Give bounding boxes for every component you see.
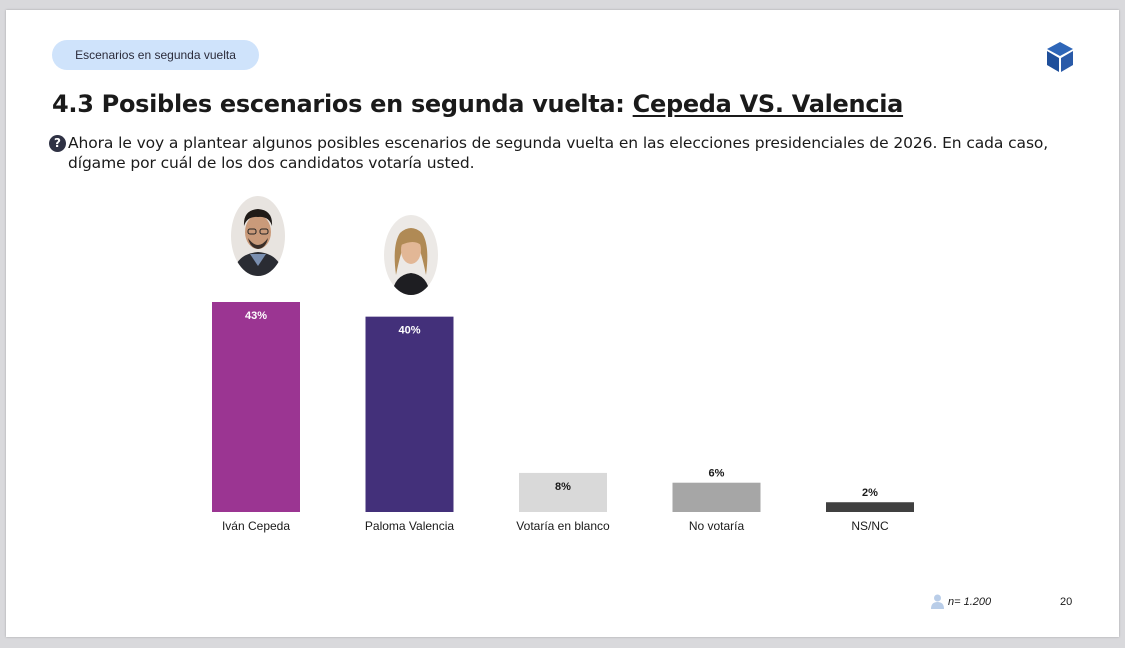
cube-logo-icon bbox=[1047, 42, 1073, 72]
category-label-3: No votaría bbox=[689, 519, 745, 533]
bar-1 bbox=[365, 316, 454, 512]
candidate-photo-cepeda bbox=[231, 196, 285, 276]
bar-0 bbox=[212, 302, 300, 512]
page-number: 20 bbox=[1060, 596, 1073, 608]
page-title: 4.3 Posibles escenarios en segunda vuelt… bbox=[52, 90, 903, 118]
person-icon bbox=[931, 594, 944, 609]
bar-2 bbox=[519, 472, 607, 512]
question-circle-icon: ? bbox=[49, 135, 66, 152]
data-label-4: 2% bbox=[862, 487, 878, 499]
title-prefix: 4.3 Posibles escenarios en segunda vuelt… bbox=[52, 90, 633, 118]
category-label-0: Iván Cepeda bbox=[222, 519, 290, 533]
data-label-0: 43% bbox=[245, 310, 267, 322]
section-tag: Escenarios en segunda vuelta bbox=[52, 40, 259, 70]
data-label-2: 8% bbox=[555, 481, 571, 493]
title-highlight: Cepeda VS. Valencia bbox=[632, 90, 904, 118]
category-label-2: Votaría en blanco bbox=[516, 519, 610, 533]
slide: Escenarios en segunda vuelta 4.3 Posible… bbox=[6, 10, 1119, 637]
survey-question: Ahora le voy a plantear algunos posibles… bbox=[68, 134, 1049, 172]
bar-chart: 43% Iván Cepeda 40% Paloma Valencia 8% Votarí… bbox=[212, 302, 914, 533]
data-label-1: 40% bbox=[398, 325, 420, 337]
sample-size-text: n= 1.200 bbox=[948, 595, 992, 608]
bar-3 bbox=[672, 482, 761, 512]
category-label-4: NS/NC bbox=[851, 519, 889, 533]
sample-size: n= 1.200 bbox=[931, 594, 991, 609]
category-label-1: Paloma Valencia bbox=[365, 519, 454, 533]
candidate-photo-valencia bbox=[384, 215, 438, 295]
data-label-3: 6% bbox=[709, 468, 725, 480]
bar-4 bbox=[826, 502, 914, 512]
